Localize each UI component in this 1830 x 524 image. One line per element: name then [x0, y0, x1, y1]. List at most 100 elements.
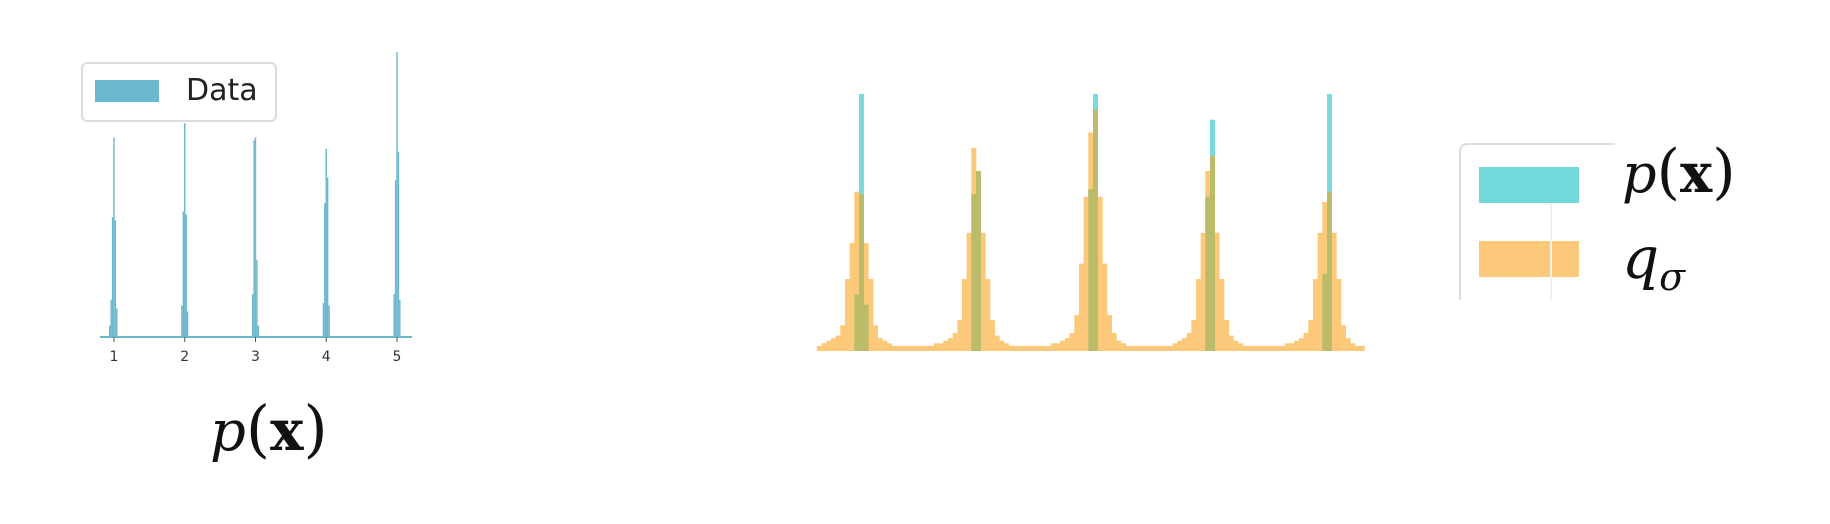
data-histogram-bar — [256, 260, 258, 337]
overlay-q-bar — [1275, 345, 1281, 351]
overlay-q-bar — [938, 343, 944, 351]
overlay-q-bar — [980, 232, 986, 351]
overlay-q-bar — [1294, 340, 1300, 351]
overlay-q-bar — [1238, 343, 1244, 351]
overlay-q-bar — [887, 343, 893, 351]
overlay-q-bar — [891, 345, 897, 351]
overlay-q-bar — [877, 338, 883, 351]
overlay-legend-label-p: p(x) — [1622, 137, 1736, 207]
overlay-histogram-bars — [816, 94, 1365, 351]
overlay-overlap-bar — [859, 194, 864, 351]
overlay-q-bar — [840, 325, 846, 351]
overlay-q-bar — [1266, 345, 1272, 351]
data-histogram-caption: p(x) — [210, 392, 328, 465]
overlay-overlap-bar — [1327, 191, 1332, 351]
overlay-q-bar — [1163, 345, 1169, 351]
data-histogram-bar — [109, 325, 111, 337]
overlay-q-bar — [1303, 333, 1309, 351]
overlay-q-bar — [1102, 263, 1108, 351]
overlay-q-bar — [1181, 338, 1187, 351]
data-histogram-bar — [326, 177, 329, 337]
overlay-overlap-bar — [976, 171, 981, 351]
overlay-q-bar — [1186, 333, 1192, 351]
data-histogram-xtick-label: 3 — [251, 349, 260, 365]
overlay-q-bar — [966, 232, 972, 351]
overlay-q-bar — [990, 320, 996, 351]
overlay-q-bar — [1125, 345, 1131, 351]
overlay-q-bar — [929, 345, 935, 351]
overlay-q-bar — [1289, 343, 1295, 351]
overlay-overlap-bar — [863, 304, 869, 351]
overlay-q-bar — [1200, 232, 1206, 351]
overlay-q-bar — [1121, 343, 1127, 351]
overlay-q-bar — [985, 279, 991, 351]
data-histogram-bar — [322, 302, 325, 337]
overlay-q-bar — [1341, 325, 1347, 351]
overlay-q-bar — [863, 243, 869, 351]
overlay-q-bar — [1252, 345, 1258, 351]
overlay-q-bar — [1074, 315, 1080, 351]
overlay-q-bar — [1064, 338, 1070, 351]
overlay-q-bar — [910, 345, 916, 351]
data-histogram-bar — [394, 180, 397, 337]
overlay-q-bar — [1312, 279, 1318, 351]
overlay-legend: p(x) qσ — [1459, 137, 1736, 300]
overlay-q-bar — [1032, 345, 1038, 351]
overlay-q-bar — [1135, 345, 1141, 351]
overlay-q-bar — [924, 345, 930, 351]
overlay-q-bar — [1130, 345, 1136, 351]
overlay-overlap-bar — [1093, 109, 1098, 351]
overlay-q-bar — [1261, 345, 1267, 351]
overlay-overlap-bar — [1210, 155, 1215, 351]
overlay-q-bar — [1280, 345, 1286, 351]
overlay-q-bar — [1013, 345, 1019, 351]
data-histogram-xtick-label: 1 — [110, 349, 119, 365]
overlay-q-bar — [1256, 345, 1262, 351]
overlay-q-bar — [1224, 320, 1230, 351]
overlay-overlap-bar — [1205, 196, 1211, 351]
overlay-q-bar — [1111, 333, 1117, 351]
overlay-q-bar — [1097, 196, 1103, 351]
overlay-q-bar — [957, 320, 963, 351]
overlay-q-bar — [999, 340, 1005, 351]
data-legend-label: Data — [186, 73, 258, 108]
overlay-q-bar — [919, 345, 925, 351]
overlay-q-bar — [1177, 340, 1183, 351]
data-histogram-bar — [253, 140, 255, 337]
data-histogram-bar — [324, 203, 326, 337]
overlay-legend-swatch-p — [1479, 167, 1579, 203]
overlay-q-bar — [1167, 345, 1173, 351]
data-histogram-bar — [186, 311, 189, 337]
overlay-q-bar — [844, 279, 850, 351]
overlay-q-bar — [1022, 345, 1028, 351]
overlay-q-bar — [873, 325, 879, 351]
overlay-overlap-bar — [1088, 189, 1094, 351]
data-histogram-bar — [110, 299, 112, 337]
overlay-overlap-bar — [1322, 273, 1328, 351]
overlay-q-bar — [1107, 315, 1113, 351]
data-histogram-bar — [116, 308, 118, 337]
overlay-q-bar — [1228, 335, 1234, 351]
overlay-q-bar — [947, 338, 953, 351]
overlay-q-bar — [896, 345, 902, 351]
overlay-overlap-bar — [854, 294, 860, 351]
overlay-q-bar — [1195, 279, 1201, 351]
overlay-q-bar — [854, 191, 860, 351]
data-histogram-bar — [182, 211, 185, 337]
overlay-q-bar — [1069, 333, 1075, 351]
overlay-q-bar — [1153, 345, 1159, 351]
overlay-q-bar — [1270, 345, 1276, 351]
overlay-q-bar — [1018, 345, 1024, 351]
data-histogram-bar — [251, 294, 254, 337]
overlay-legend-label-q: qσ — [1622, 224, 1686, 299]
data-histogram-xtick-label: 4 — [322, 349, 331, 365]
overlay-q-bar — [849, 243, 855, 351]
overlay-q-bar — [1350, 343, 1356, 351]
overlay-q-bar — [1004, 343, 1010, 351]
overlay-q-bar — [816, 345, 822, 351]
overlay-q-bar — [1144, 345, 1150, 351]
data-histogram-bar — [325, 148, 327, 337]
overlay-legend-swatch-q — [1479, 241, 1579, 277]
data-histogram-bar — [184, 123, 186, 337]
